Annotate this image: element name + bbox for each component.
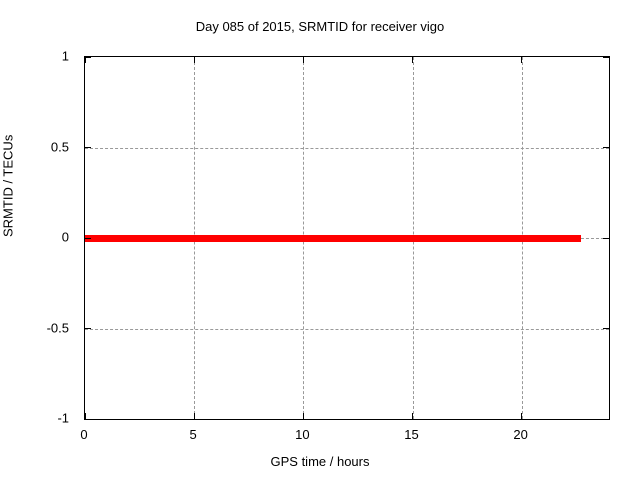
tick-mark-y-right--1 — [603, 418, 609, 420]
tick-mark-x-top-5 — [193, 57, 195, 63]
x-tick-label-20: 20 — [513, 427, 528, 442]
x-tick-label-5: 5 — [189, 427, 197, 442]
tick-mark-y-right-0.5 — [603, 147, 609, 148]
plot-area — [84, 56, 610, 420]
y-tick-label-0: 0 — [61, 229, 69, 245]
tick-mark-y-left-0 — [85, 237, 91, 239]
y-tick-label-0.5: 0.5 — [50, 139, 69, 154]
gridline-y--0.5 — [85, 328, 609, 330]
tick-mark-y-right-1 — [603, 56, 609, 58]
tick-mark-y-left--0.5 — [85, 328, 91, 329]
tick-mark-x-top-0 — [84, 57, 86, 63]
tick-mark-y-left--1 — [85, 418, 91, 420]
tick-mark-x-bottom-5 — [193, 413, 195, 419]
x-tick-label-15: 15 — [404, 427, 419, 442]
gridline-y-0.5 — [85, 147, 609, 149]
tick-mark-y-right--0.5 — [603, 328, 609, 329]
tick-mark-x-bottom-0 — [84, 413, 86, 419]
x-tick-label-0: 0 — [80, 427, 88, 442]
tick-mark-x-top-10 — [302, 57, 304, 63]
tick-mark-x-bottom-20 — [521, 413, 523, 419]
x-tick-label-10: 10 — [295, 427, 310, 442]
y-tick-label-1: 1 — [61, 48, 69, 64]
tick-mark-y-left-1 — [85, 56, 91, 58]
chart-title: Day 085 of 2015, SRMTID for receiver vig… — [195, 19, 445, 34]
tick-mark-x-bottom-15 — [412, 413, 413, 419]
x-axis-label: GPS time / hours — [270, 454, 370, 469]
y-tick-label--1: -1 — [57, 410, 69, 426]
y-tick-label--0.5: -0.5 — [46, 320, 69, 335]
tick-mark-x-top-15 — [412, 57, 413, 63]
tick-mark-x-bottom-10 — [302, 413, 304, 419]
tick-mark-y-right-0 — [603, 237, 609, 239]
data-line-SRMTID — [85, 234, 581, 242]
tick-mark-x-top-20 — [521, 57, 523, 63]
tick-mark-y-left-0.5 — [85, 147, 91, 148]
